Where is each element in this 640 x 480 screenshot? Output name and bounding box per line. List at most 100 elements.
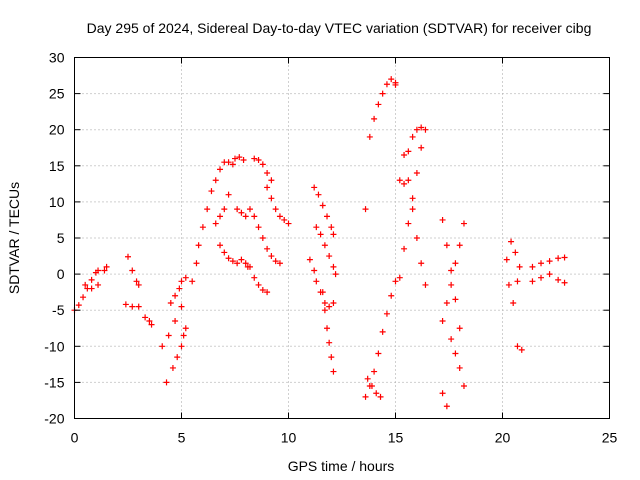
data-point	[546, 258, 553, 265]
data-point	[418, 260, 425, 267]
data-point	[392, 278, 399, 285]
data-point	[82, 281, 89, 288]
axis-ticks: 0 5 10 15 20 25 -20 -15 -10 -5 0 5 10 15 20 25 30	[44, 50, 617, 446]
data-point	[508, 238, 515, 245]
data-point	[246, 206, 253, 213]
x-tick-label: 25	[602, 430, 618, 446]
data-point	[229, 161, 236, 168]
data-point	[364, 375, 371, 382]
data-point	[413, 235, 420, 241]
data-point	[321, 299, 328, 306]
series-arc-09	[189, 260, 200, 285]
data-point	[422, 126, 429, 133]
series-arc-15	[238, 256, 251, 270]
data-point	[401, 245, 408, 252]
data-point	[165, 332, 172, 339]
series-arc-14	[234, 206, 249, 220]
data-point	[178, 278, 185, 285]
data-point	[172, 292, 179, 299]
series-arc-33	[439, 220, 467, 325]
series-arc-18	[264, 184, 292, 227]
data-point	[255, 157, 262, 164]
series-arc-02	[82, 263, 110, 292]
data-point	[272, 258, 279, 265]
series-arc-20	[311, 184, 337, 238]
y-tick-label: -15	[44, 374, 64, 390]
data-point	[561, 254, 568, 261]
data-point	[448, 281, 455, 288]
data-point	[234, 206, 241, 213]
data-point	[88, 285, 95, 292]
data-point	[259, 161, 266, 168]
series-arc-30	[405, 124, 429, 155]
data-point	[135, 281, 142, 288]
series-arc-24	[306, 256, 318, 274]
data-point	[217, 166, 224, 173]
y-axis-label: SDTVAR / TECUs	[6, 182, 22, 294]
series-arc-37	[503, 238, 523, 270]
data-point	[460, 383, 467, 390]
data-point	[311, 267, 318, 274]
data-point	[174, 354, 181, 361]
data-point	[529, 263, 536, 270]
data-point	[332, 271, 339, 278]
data-point	[379, 328, 386, 335]
data-point	[80, 294, 87, 301]
data-point	[362, 393, 369, 400]
data-point	[75, 302, 82, 309]
series-arc-17	[251, 155, 275, 184]
series-arc-35	[448, 336, 467, 390]
data-point	[418, 124, 425, 131]
data-point	[321, 307, 328, 314]
data-point	[142, 314, 149, 321]
data-point	[101, 267, 108, 274]
data-point	[375, 350, 382, 357]
x-tick-label: 0	[71, 430, 79, 446]
data-point	[95, 267, 102, 274]
series-arc-19	[246, 263, 271, 296]
data-point	[392, 81, 399, 88]
data-point	[259, 235, 266, 241]
data-point	[255, 224, 262, 231]
data-point	[264, 289, 271, 296]
data-point	[169, 364, 176, 371]
y-tick-label: -5	[52, 302, 65, 318]
data-point	[375, 101, 382, 108]
data-point	[401, 180, 408, 187]
data-point	[452, 350, 459, 357]
data-point	[88, 276, 95, 283]
data-point	[383, 310, 390, 317]
data-point	[452, 260, 459, 267]
data-point	[512, 249, 519, 256]
x-tick-label: 20	[495, 430, 511, 446]
series-arc-31	[401, 151, 429, 288]
data-point	[182, 325, 189, 332]
series-arc-25	[366, 76, 399, 140]
data-point	[505, 281, 512, 288]
data-point	[135, 303, 142, 310]
data-point	[448, 336, 455, 343]
data-point	[232, 155, 238, 162]
data-point	[510, 299, 517, 306]
data-point	[148, 321, 155, 328]
data-point	[268, 253, 275, 260]
data-point	[555, 276, 562, 283]
data-point	[313, 278, 320, 285]
data-point	[238, 209, 245, 216]
data-point	[456, 325, 463, 332]
data-point	[330, 263, 337, 270]
data-point	[238, 256, 245, 263]
y-tick-label: 30	[49, 50, 65, 66]
data-point	[251, 213, 258, 220]
series-arc-11	[212, 191, 232, 227]
data-point	[129, 303, 136, 310]
data-point	[221, 206, 228, 213]
series-arc-04	[122, 301, 142, 310]
series-arc-12	[217, 242, 241, 267]
data-point	[371, 115, 378, 122]
series-arc-06	[159, 303, 185, 350]
chart-title: Day 295 of 2024, Sidereal Day-to-day VTE…	[87, 20, 592, 36]
y-tick-label: 0	[57, 266, 65, 282]
data-point	[234, 260, 241, 267]
series-arc-16	[246, 206, 283, 267]
